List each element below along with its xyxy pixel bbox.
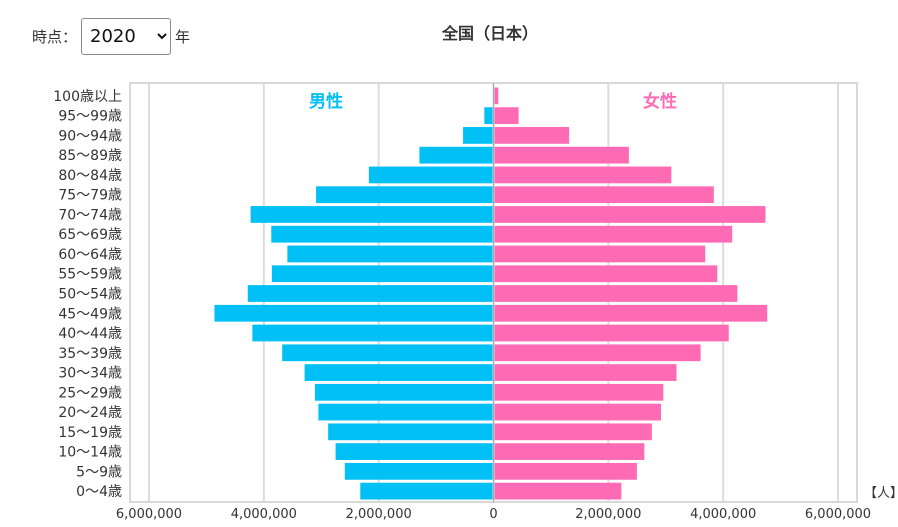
bar-male [344,462,493,480]
bar-female [494,245,706,263]
y-category-label: 45〜49歳 [58,306,122,322]
y-category-label: 50〜54歳 [58,287,122,303]
year-select[interactable]: 2020 [81,18,172,55]
bar-male [304,364,493,381]
y-category-label: 35〜39歳 [58,346,122,362]
bar-female [494,206,766,223]
bar-male [287,245,493,263]
bar-female [494,482,622,500]
y-category-label: 65〜69歳 [58,227,122,243]
bar-male [368,166,493,184]
x-tick-label: 2,000,000 [346,507,412,522]
bar-female [494,186,714,204]
y-category-label: 60〜64歳 [58,247,122,263]
bar-female [494,285,738,302]
bar-female [494,462,637,480]
bar-male [463,127,493,144]
bar-female [494,364,677,381]
bar-male [282,344,493,362]
y-category-label: 100歳以上 [53,89,122,105]
y-category-label: 70〜74歳 [58,207,122,223]
bar-female [494,87,499,105]
y-category-label: 30〜34歳 [58,366,122,382]
y-category-label: 55〜59歳 [58,267,122,283]
bar-female [494,304,768,322]
bar-female [494,127,570,144]
bar-male [252,324,493,342]
x-tick-label: 0 [489,507,497,522]
bar-male [360,482,493,500]
bar-female [494,344,701,362]
bar-male [318,403,493,421]
y-category-label: 20〜24歳 [58,405,122,421]
y-category-label: 40〜44歳 [58,326,122,342]
bar-female [494,166,672,184]
bar-male [271,265,493,283]
y-category-label: 75〜79歳 [58,188,122,204]
series-label-female: 女性 [643,91,677,112]
x-tick-label: 6,000,000 [805,507,871,522]
bar-male [484,107,493,125]
bar-male [314,383,493,401]
year-control: 時点： 2020 年 [32,18,190,55]
bar-male [328,423,493,441]
chart-title: 全国（日本） [441,24,538,43]
x-tick-label: 2,000,000 [575,507,641,522]
y-category-label: 5〜9歳 [76,464,122,480]
bar-female [494,443,645,460]
series-label-male: 男性 [309,91,343,112]
y-category-label: 25〜29歳 [58,385,122,401]
y-category-label: 10〜14歳 [58,445,122,461]
bar-male [271,225,493,243]
bar-female [494,423,652,441]
x-tick-label: 6,000,000 [116,507,182,522]
y-category-label: 80〜84歳 [58,168,122,184]
y-category-label: 15〜19歳 [58,425,122,441]
bar-male [250,206,493,223]
bar-male [335,443,493,460]
year-label: 時点： [32,28,78,46]
unit-label: 【人】 [864,486,898,501]
bar-female [494,107,519,125]
bar-female [494,324,729,342]
bar-female [494,383,664,401]
bar-female [494,146,629,164]
bar-female [494,265,718,283]
bar-male [247,285,493,302]
y-category-label: 95〜99歳 [58,109,122,125]
x-tick-label: 4,000,000 [231,507,297,522]
bar-male [316,186,493,204]
bar-female [494,225,733,243]
bar-male [214,304,493,322]
y-category-label: 0〜4歳 [76,484,122,500]
bar-female [494,403,662,421]
y-category-label: 85〜89歳 [58,148,122,164]
year-unit: 年 [175,28,191,46]
y-category-label: 90〜94歳 [58,128,122,144]
x-tick-label: 4,000,000 [690,507,756,522]
bar-male [419,146,493,164]
